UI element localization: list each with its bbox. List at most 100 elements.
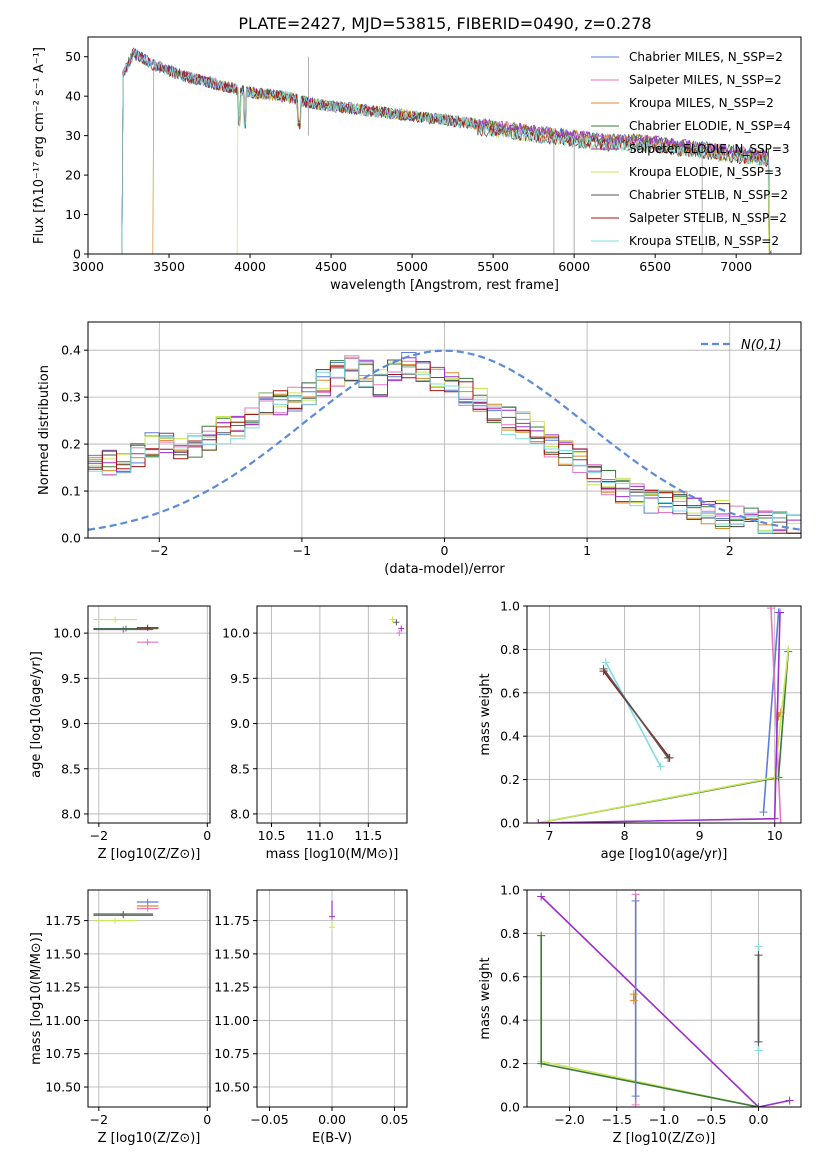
residual-histogram <box>88 361 801 534</box>
spectrum-xtick-label: 4000 <box>234 259 266 274</box>
massweight_vs_age-ytick-label: 1.0 <box>500 599 520 614</box>
age_vs_Z-frame <box>87 605 211 824</box>
mass-weight-marker <box>754 1037 763 1046</box>
residuals-plot-area <box>88 349 801 534</box>
mass_vs_ebv-frame <box>256 889 408 1108</box>
spectrum-ytick-label: 20 <box>65 168 81 183</box>
mass_vs_Z-ytick-label: 10.50 <box>45 1080 81 1095</box>
mass-weight-marker <box>656 762 665 771</box>
massweight_vs_age-xtick-label: 10 <box>767 828 783 843</box>
residuals-ytick-label: 0.3 <box>61 390 81 405</box>
massweight_vs_age-ylabel: mass weight <box>478 673 493 755</box>
mass-weight-marker <box>631 1100 640 1107</box>
massweight_vs_Z-frame <box>526 889 802 1108</box>
massweight_vs_age-xtick-label: 8 <box>621 828 629 843</box>
age_vs_Z-ylabel: age [log10(age/yr)] <box>29 651 44 778</box>
mass-weight-marker <box>754 942 763 951</box>
mass_vs_ebv-xtick-label: −0.05 <box>250 1112 288 1127</box>
residual-histogram <box>88 357 801 532</box>
mass_vs_Z-ytick-label: 11.50 <box>45 946 81 961</box>
mass-weight-marker <box>664 753 673 762</box>
age_vs_Z-plot-area <box>93 616 159 646</box>
data-point-marker <box>122 625 129 632</box>
spectrum-xtick-label: 5000 <box>396 259 428 274</box>
age_vs_mass-frame <box>256 605 408 824</box>
spectrum-legend-label: Salpeter STELIB, N_SSP=2 <box>629 211 787 225</box>
spectrum-frame <box>87 36 802 255</box>
massweight_vs_Z-plot-area <box>537 890 794 1107</box>
age_vs_mass-ytick-label: 8.0 <box>230 806 250 821</box>
massweight_vs_Z-xtick-label: −0.5 <box>696 1112 726 1127</box>
mass-weight-marker <box>759 808 768 817</box>
residuals-ytick-label: 0.4 <box>61 343 81 358</box>
figure-title: PLATE=2427, MJD=53815, FIBERID=0490, z=0… <box>238 14 651 33</box>
massweight_vs_age-xlabel: age [log10(age/yr)] <box>601 847 728 862</box>
spectrum-legend-label: Kroupa MILES, N_SSP=2 <box>629 96 774 110</box>
spectrum-panel: 3000 3500 4000 4500 5000 5500 6000 6500 7000 0 10 2… <box>32 36 802 293</box>
mass-weight-marker <box>785 1096 794 1105</box>
residuals-ytick-label: 0.0 <box>61 531 81 546</box>
massweight_vs_Z-panel: −2.0 −1.5 −1.0 −0.5 0.0 0.0 0.2 0.4 0.6 0.8 1.0 Z [… <box>478 883 802 1146</box>
age_vs_mass-xlabel: mass [log10(M/M⊙)] <box>266 847 399 862</box>
mass-weight-marker <box>775 608 784 617</box>
mass_vs_ebv-ytick-label: 10.50 <box>214 1080 250 1095</box>
spectrum-xtick-label: 6500 <box>639 259 671 274</box>
massweight_vs_age-ytick-label: 0.2 <box>500 772 520 787</box>
data-point-marker <box>112 616 119 623</box>
massweight_vs_Z-xtick-label: 0.0 <box>749 1112 769 1127</box>
massweight_vs_age-plot-area <box>534 606 793 823</box>
data-point-marker <box>329 913 335 920</box>
residuals-xlabel: (data-model)/error <box>384 562 505 577</box>
spectrum-xlabel: wavelength [Angstrom, rest frame] <box>330 278 559 293</box>
data-point-marker <box>120 910 127 917</box>
spectrum-ytick-label: 0 <box>73 247 81 262</box>
massweight_vs_Z-xlabel: Z [log10(Z/Z⊙)] <box>613 1131 716 1146</box>
mass-weight-marker <box>770 773 779 782</box>
data-point-marker <box>144 902 151 909</box>
spectrum-legend-label: Salpeter ELODIE, N_SSP=3 <box>629 142 790 156</box>
massweight_vs_age-xtick-label: 7 <box>546 828 554 843</box>
massweight_vs_Z-xtick-label: −1.0 <box>649 1112 679 1127</box>
spectrum-series-line <box>121 48 770 254</box>
spectrum-xtick-label: 3500 <box>153 259 185 274</box>
residuals-xtick-label: −1 <box>293 543 311 558</box>
age_vs_Z-ytick-label: 10.0 <box>53 626 81 641</box>
massweight_vs_age-xtick-label: 9 <box>696 828 704 843</box>
age_vs_Z-ytick-label: 8.5 <box>61 761 81 776</box>
data-point-marker <box>389 616 396 623</box>
massweight_vs_age-ytick-label: 0.6 <box>500 685 520 700</box>
spectrum-xtick-label: 6000 <box>558 259 590 274</box>
spectrum-legend-label: Kroupa STELIB, N_SSP=2 <box>629 234 779 248</box>
mass-weight-marker <box>534 819 543 823</box>
age_vs_mass-plot-area <box>389 616 405 637</box>
mass-weight-marker <box>766 606 775 613</box>
massweight_vs_Z-ytick-label: 0.2 <box>500 1056 520 1071</box>
residuals-panel: −2 −1 0 1 2 0.0 0.1 0.2 0.3 0.4 (data-model)/error… <box>37 321 802 577</box>
spectrum-legend-label: Chabrier ELODIE, N_SSP=4 <box>629 119 791 133</box>
mass_vs_ebv-ytick-label: 11.50 <box>214 946 250 961</box>
age_vs_mass-ytick-label: 8.5 <box>230 761 250 776</box>
residuals-ytick-label: 0.1 <box>61 484 81 499</box>
mass_vs_Z-panel: −2 0 10.50 10.75 11.00 11.25 11.50 11.75 Z [log1… <box>29 889 211 1146</box>
age_vs_Z-ytick-label: 9.5 <box>61 671 81 686</box>
massweight_vs_Z-ytick-label: 0.0 <box>500 1100 520 1115</box>
mass_vs_Z-xlabel: Z [log10(Z/Z⊙)] <box>98 1131 201 1146</box>
spectrum-xtick-label: 5500 <box>477 259 509 274</box>
mass_vs_ebv-xlabel: E(B-V) <box>312 1131 352 1146</box>
mass_vs_Z-ytick-label: 11.25 <box>45 980 81 995</box>
age_vs_Z-ytick-label: 9.0 <box>61 716 81 731</box>
spectrum-legend-label: Kroupa ELODIE, N_SSP=3 <box>629 165 782 179</box>
mass-weight-marker <box>599 664 608 673</box>
mass_vs_ebv-ytick-label: 11.00 <box>214 1013 250 1028</box>
mass-weight-line <box>540 935 759 1107</box>
spectrum-plot-area <box>121 47 772 254</box>
mass-weight-marker <box>631 896 640 905</box>
massweight_vs_Z-ytick-label: 1.0 <box>500 883 520 898</box>
mass-weight-line <box>770 608 782 823</box>
data-point-marker <box>112 917 119 924</box>
mass_vs_ebv-panel: −0.05 0.00 0.05 10.50 10.75 11.00 11.25 11.50 11… <box>214 889 408 1146</box>
mass_vs_ebv-ytick-label: 10.75 <box>214 1046 250 1061</box>
massweight_vs_Z-ytick-label: 0.4 <box>500 1013 520 1028</box>
age_vs_mass-xtick-label: 11.0 <box>306 828 334 843</box>
